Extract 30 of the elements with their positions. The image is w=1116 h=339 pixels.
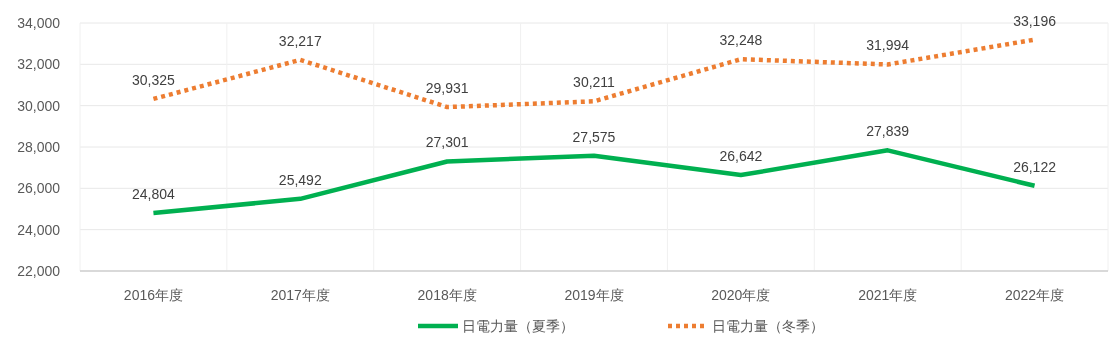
data-label: 32,217 — [278, 32, 322, 49]
x-tick-label: 2019年度 — [564, 287, 624, 303]
y-tick-label: 24,000 — [17, 221, 61, 238]
data-label: 25,492 — [278, 171, 322, 188]
x-tick-label: 2020年度 — [711, 287, 771, 303]
data-label: 29,931 — [425, 80, 469, 97]
y-tick-label: 26,000 — [17, 180, 61, 197]
data-label: 30,325 — [132, 71, 176, 88]
x-tick-label: 2021年度 — [858, 287, 918, 303]
x-tick-label: 2017年度 — [270, 287, 330, 303]
legend-label: 日電力量（夏季） — [462, 317, 574, 334]
y-tick-label: 28,000 — [17, 138, 61, 155]
x-tick-label: 2018年度 — [417, 287, 477, 303]
data-label: 33,196 — [1013, 12, 1057, 29]
data-label: 27,839 — [866, 123, 910, 140]
x-tick-label: 2022年度 — [1004, 287, 1065, 303]
data-label: 26,122 — [1013, 158, 1057, 175]
y-tick-label: 30,000 — [17, 97, 61, 114]
x-tick-label: 2016年度 — [123, 287, 184, 303]
legend-label: 日電力量（冬季） — [712, 317, 824, 334]
data-label: 26,642 — [719, 148, 763, 165]
data-label: 32,248 — [719, 32, 763, 49]
data-label: 31,994 — [866, 37, 910, 54]
y-tick-label: 32,000 — [17, 56, 61, 73]
data-label: 24,804 — [132, 186, 176, 203]
data-label: 27,301 — [425, 134, 469, 151]
data-label: 30,211 — [573, 74, 616, 91]
y-tick-label: 34,000 — [17, 14, 61, 31]
data-label: 27,575 — [572, 128, 616, 145]
y-tick-label: 22,000 — [17, 262, 61, 279]
